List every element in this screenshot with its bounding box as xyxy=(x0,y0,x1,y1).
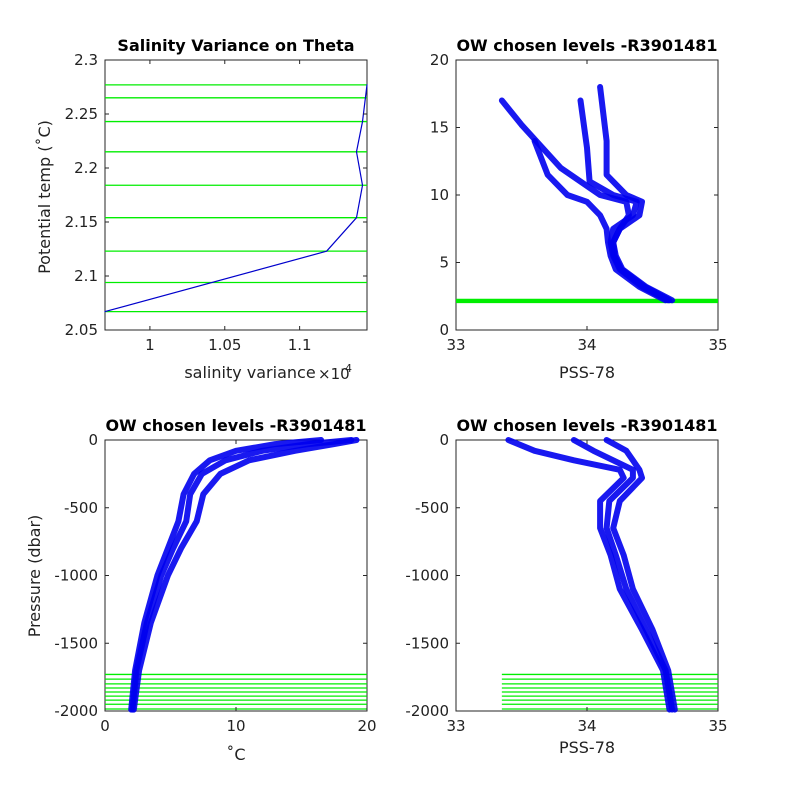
chosen-levels-4 xyxy=(501,673,718,710)
series-line-3 xyxy=(128,437,325,713)
panel-salinity-variance: 1 1.05 1.1 2.05 2.1 2.15 2.2 2.25 2.3 Salinity V… xyxy=(35,36,368,383)
chosen-levels-3 xyxy=(105,673,367,710)
series-line-2 xyxy=(603,437,678,713)
panel-pressure-temperature: 0 10 20 -2000 -1500 -1000 -500 0 OW chosen leve… xyxy=(25,416,377,764)
series-line-4 xyxy=(498,97,673,304)
x-tick-label-1: 33 xyxy=(446,717,465,735)
series-line-1 xyxy=(570,437,676,713)
y-tick-label-5: 0 xyxy=(88,431,98,449)
series-line-3 xyxy=(531,138,669,304)
x-tick-label-3: 35 xyxy=(708,717,727,735)
panel-pressure-salinity: 33 34 35 -2000 -1500 -1000 -500 0 OW chosen lev… xyxy=(405,416,727,757)
y-axis-label-1: Potential temp (˚C) xyxy=(35,120,54,274)
x-tick-label-3: 20 xyxy=(357,717,376,735)
y-tick-label-3: -1000 xyxy=(405,567,449,585)
y-tick-label-4: 15 xyxy=(430,119,449,137)
x-tick-label-1: 33 xyxy=(446,336,465,354)
y-tick-label-3: -1000 xyxy=(54,567,98,585)
x-axis-label-3: ˚C xyxy=(226,745,245,764)
y-tick-label-4: -500 xyxy=(415,499,449,517)
y-tick-label-1: 2.05 xyxy=(65,321,98,339)
y-tick-label-1: -2000 xyxy=(54,702,98,720)
plot-frame-1 xyxy=(104,59,368,331)
y-tick-label-3: 2.15 xyxy=(65,213,98,231)
y-axis-label-3: Pressure (dbar) xyxy=(25,515,44,638)
panel-theta-salinity: 33 34 35 0 5 10 15 20 OW chosen levels -R390148… xyxy=(430,36,728,382)
theta-salinity-profiles xyxy=(498,84,676,304)
x-axis-exponent-1: -4 xyxy=(341,362,352,375)
y-tick-label-4: -500 xyxy=(64,499,98,517)
axes-3: 0 10 20 -2000 -1500 -1000 -500 0 xyxy=(54,431,376,735)
y-tick-label-1: -2000 xyxy=(405,702,449,720)
y-tick-label-2: 5 xyxy=(439,254,449,272)
x-tick-label-3: 1.1 xyxy=(288,336,312,354)
x-tick-label-2: 34 xyxy=(577,717,596,735)
series-line-2 xyxy=(130,437,360,713)
axes-1: 1 1.05 1.1 2.05 2.1 2.15 2.2 2.25 2.3 xyxy=(65,51,367,354)
salinity-profiles xyxy=(505,437,678,713)
chosen-levels-1 xyxy=(105,84,367,313)
y-tick-label-5: 20 xyxy=(430,51,449,69)
x-tick-label-2: 10 xyxy=(226,717,245,735)
chart-title-4: OW chosen levels -R3901481 xyxy=(456,416,717,435)
chart-title-3: OW chosen levels -R3901481 xyxy=(105,416,366,435)
y-tick-label-1: 0 xyxy=(439,321,449,339)
x-tick-label-2: 34 xyxy=(577,336,596,354)
axes-4: 33 34 35 -2000 -1500 -1000 -500 0 xyxy=(405,431,727,735)
y-tick-label-2: 2.1 xyxy=(74,267,98,285)
y-tick-label-2: -1500 xyxy=(405,634,449,652)
chart-title-1: Salinity Variance on Theta xyxy=(117,36,354,55)
chosen-levels-2 xyxy=(456,298,718,304)
x-tick-label-1: 0 xyxy=(100,717,110,735)
y-tick-label-2: -1500 xyxy=(54,634,98,652)
series-line-1 xyxy=(104,84,368,313)
chart-title-2: OW chosen levels -R3901481 xyxy=(456,36,717,55)
x-tick-label-2: 1.05 xyxy=(208,336,241,354)
axes-2: 33 34 35 0 5 10 15 20 xyxy=(430,51,728,354)
y-tick-label-4: 2.2 xyxy=(74,159,98,177)
y-tick-label-5: 0 xyxy=(439,431,449,449)
y-tick-label-5: 2.25 xyxy=(65,105,98,123)
variance-curve xyxy=(104,84,368,313)
y-tick-label-6: 2.3 xyxy=(74,51,98,69)
x-tick-label-1: 1 xyxy=(145,336,155,354)
x-axis-label-2: PSS-78 xyxy=(559,363,615,382)
x-axis-label-4: PSS-78 xyxy=(559,738,615,757)
x-axis-label-1: salinity variance xyxy=(184,363,315,382)
y-tick-label-3: 10 xyxy=(430,186,449,204)
x-tick-label-3: 35 xyxy=(708,336,727,354)
x-axis-multiplier-1: ×10 xyxy=(318,365,350,383)
temperature-profiles xyxy=(128,437,360,713)
series-line-3 xyxy=(505,437,673,713)
